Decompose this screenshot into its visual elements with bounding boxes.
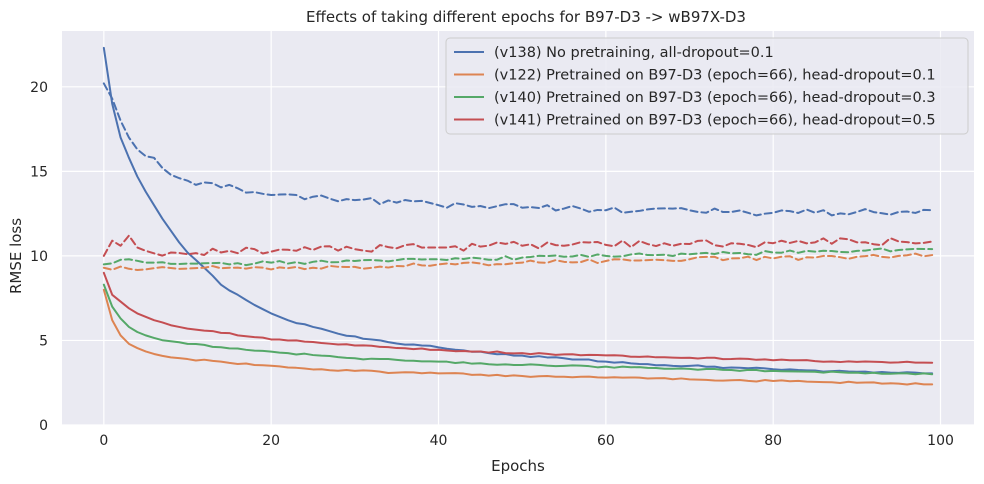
series-3-solid-line — [102, 283, 934, 376]
series-2-solid-line — [102, 288, 934, 386]
y-tick-label: 5 — [39, 333, 48, 349]
y-tick-label: 0 — [39, 418, 48, 434]
legend-label: (v122) Pretrained on B97-D3 (epoch=66), … — [494, 68, 936, 84]
chart-title: Effects of taking different epochs for B… — [306, 8, 746, 26]
tick-labels: 0 20 40 60 80 100 0 5 10 15 20 — [30, 80, 954, 449]
series-2-dashed-line — [102, 252, 934, 272]
x-tick-label: 100 — [927, 433, 954, 449]
x-tick-label: 40 — [430, 433, 448, 449]
legend-label: (v138) No pretraining, all-dropout=0.1 — [494, 45, 774, 61]
series-4-solid-line — [102, 271, 934, 364]
legend-box — [445, 37, 969, 135]
y-tick-label: 15 — [30, 164, 48, 180]
x-axis-label: Epochs — [491, 457, 545, 475]
y-axis-label: RMSE loss — [7, 218, 25, 294]
x-tick-label: 60 — [597, 433, 615, 449]
y-tick-label: 20 — [30, 80, 48, 96]
x-tick-label: 0 — [99, 433, 108, 449]
x-tick-label: 20 — [262, 433, 280, 449]
series-lines — [102, 46, 934, 386]
series-1-dashed-line — [102, 82, 934, 217]
y-tick-label: 10 — [30, 249, 48, 265]
series-3-dashed-line — [102, 247, 934, 267]
legend-label: (v141) Pretrained on B97-D3 (epoch=66), … — [494, 113, 936, 129]
series-4-dashed-line — [102, 234, 934, 257]
legend: (v138) No pretraining, all-dropout=0.1 (v… — [445, 37, 969, 135]
series-1-solid-line — [102, 46, 934, 375]
x-tick-label: 80 — [764, 433, 782, 449]
legend-label: (v140) Pretrained on B97-D3 (epoch=66), … — [494, 90, 936, 106]
